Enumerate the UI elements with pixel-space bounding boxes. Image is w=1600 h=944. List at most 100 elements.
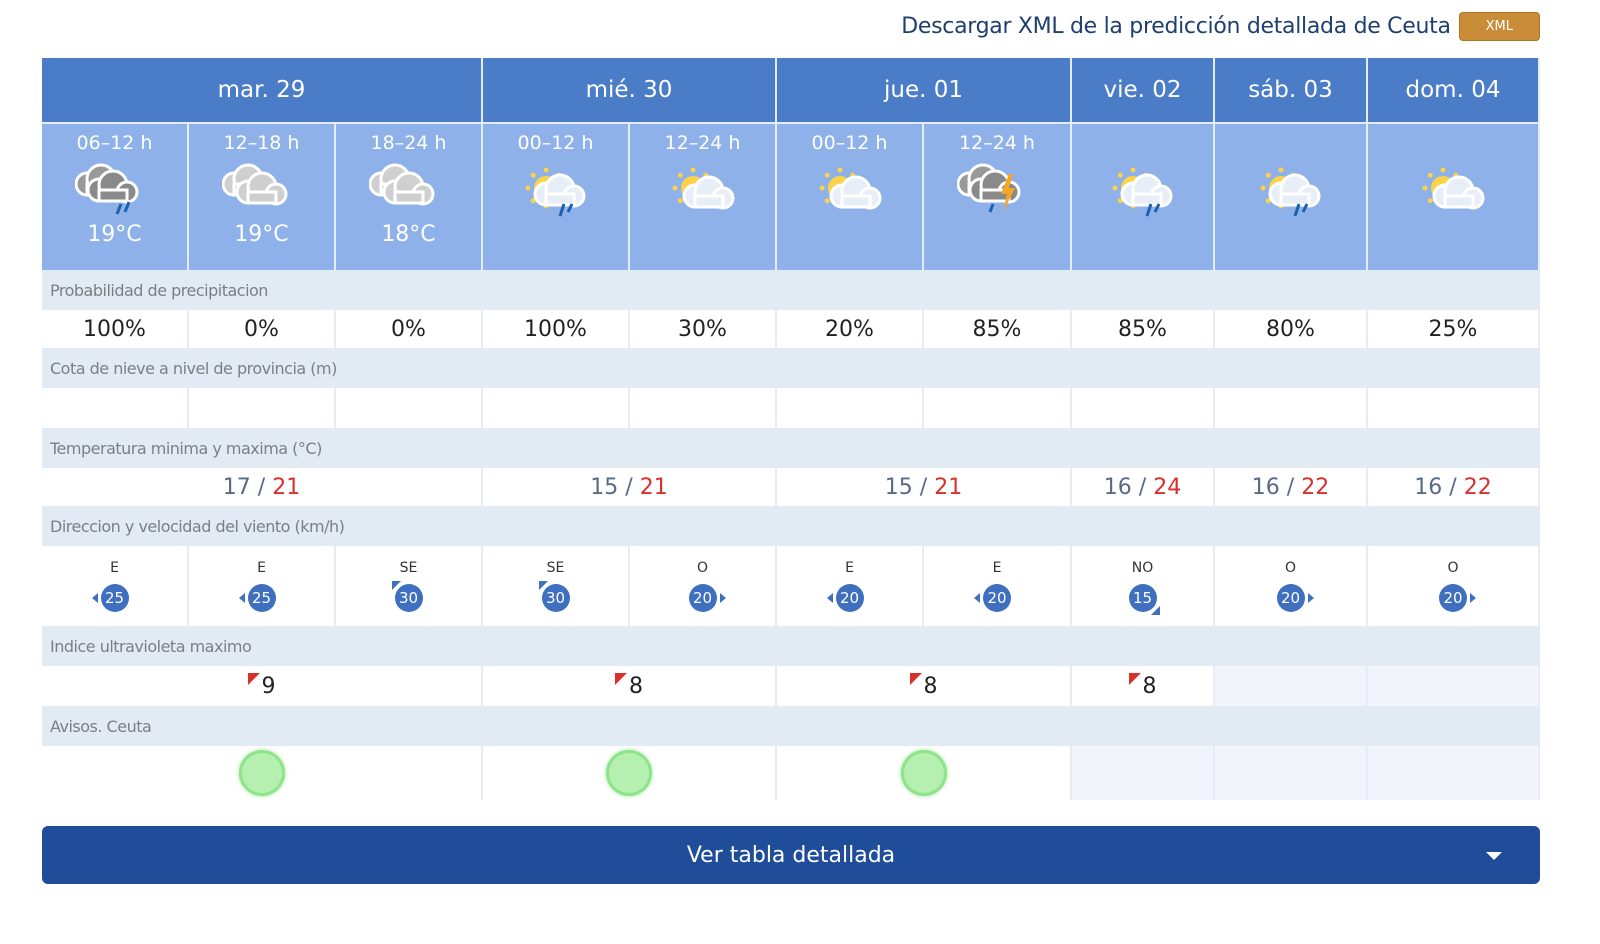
- uv-flag-icon: [1128, 673, 1141, 685]
- storm-icon: [957, 163, 1021, 213]
- precip-value: 25%: [1368, 310, 1540, 348]
- wind-direction: E: [110, 560, 119, 576]
- day-header: vie. 02: [1072, 58, 1215, 122]
- warning-cell: [483, 746, 777, 800]
- wind-direction: O: [696, 560, 709, 576]
- temp-range: 16 / 24: [1072, 468, 1215, 506]
- wind-speed: 20: [1280, 589, 1301, 607]
- precip-value: 100%: [42, 310, 189, 348]
- snow-value: [189, 388, 336, 428]
- day-header: sáb. 03: [1215, 58, 1368, 122]
- period-time: 12–24 h: [959, 132, 1035, 154]
- precip-value: 100%: [483, 310, 630, 348]
- wind-direction: SE: [399, 560, 418, 576]
- cloudy-icon: [368, 163, 434, 206]
- warning-cell: [42, 746, 483, 800]
- wind-arrow-icon: [1470, 593, 1476, 603]
- wind-speed: 20: [692, 589, 713, 607]
- temp-min: 16: [1251, 474, 1280, 500]
- period-time: 12–18 h: [223, 132, 300, 154]
- xml-button[interactable]: XML: [1458, 12, 1540, 41]
- uv-value: 8: [1142, 673, 1157, 699]
- precip-value: 20%: [777, 310, 924, 348]
- wind-arrow-icon: [826, 593, 833, 603]
- warning-cell: [1072, 746, 1215, 800]
- warning-cell: [1215, 746, 1368, 800]
- warning-green-icon[interactable]: [606, 750, 652, 796]
- wind-speed-badge: 30: [538, 581, 570, 612]
- precip-value: 85%: [1072, 310, 1215, 348]
- temp-max: 21: [272, 474, 301, 500]
- snow-value: [630, 388, 777, 428]
- wind-speed: 20: [1443, 589, 1463, 607]
- temp-range: 17 / 21: [42, 468, 483, 506]
- wind-cell: E 25: [189, 546, 336, 626]
- period-cell: 12–24 h: [630, 122, 777, 270]
- wind-cell: O 20: [1215, 546, 1368, 626]
- sun-cloud-rain-icon: [525, 167, 585, 217]
- wind-direction: E: [992, 560, 1002, 576]
- uv-cell: 8: [483, 666, 777, 706]
- uv-value: 9: [261, 673, 276, 699]
- uv-cell: [1215, 666, 1368, 706]
- precip-value: 85%: [924, 310, 1072, 348]
- wind-speed: 20: [987, 589, 1007, 607]
- temp-min: 15: [590, 474, 619, 500]
- uv-cell: 8: [1072, 666, 1215, 706]
- wind-speed-badge: 15: [1128, 584, 1160, 615]
- temp-range: 16 / 22: [1215, 468, 1368, 506]
- wind-speed-badge: 30: [391, 581, 423, 612]
- warning-green-icon[interactable]: [238, 750, 285, 796]
- temp-max: 21: [934, 474, 963, 500]
- snow-value: [336, 388, 483, 428]
- snow-value: [42, 388, 189, 428]
- wind-cell: O 20: [1368, 546, 1540, 626]
- wind-direction: NO: [1131, 560, 1154, 576]
- temp-min: 16: [1414, 474, 1443, 500]
- wind-speed-badge: 20: [1276, 584, 1314, 612]
- day-header: mar. 29: [42, 58, 483, 122]
- period-time: 00–12 h: [811, 132, 888, 154]
- temp-max: 21: [639, 474, 668, 500]
- warning-green-icon[interactable]: [900, 750, 947, 796]
- temp-range: 15 / 21: [483, 468, 777, 506]
- temp-min: 16: [1103, 474, 1132, 500]
- wind-cell: NO 15: [1072, 546, 1215, 626]
- cloudy-icon: [221, 163, 287, 206]
- detailed-table-button[interactable]: Ver tabla detallada: [42, 826, 1540, 884]
- temp-range: 16 / 22: [1368, 468, 1540, 506]
- wind-cell: SE 30: [336, 546, 483, 626]
- snow-value: [1215, 388, 1368, 428]
- period-time: 00–12 h: [517, 132, 594, 154]
- snow-value: [924, 388, 1072, 428]
- wind-speed: 25: [251, 589, 272, 607]
- detailed-table-label: Ver tabla detallada: [686, 842, 896, 868]
- temp-range: 15 / 21: [777, 468, 1072, 506]
- wind-speed-badge: 20: [826, 584, 864, 612]
- day-header: mié. 30: [483, 58, 777, 122]
- wind-arrow-icon: [974, 593, 980, 603]
- wind-direction: E: [257, 560, 266, 576]
- uv-value: 8: [923, 673, 938, 699]
- snow-label: Cota de nieve a nivel de provincia (m): [42, 348, 1540, 388]
- temp-max: 24: [1153, 474, 1182, 500]
- wind-speed-badge: 20: [974, 584, 1011, 612]
- cloud-rain-dark-icon: [74, 163, 138, 215]
- snow-value: [1072, 388, 1215, 428]
- uv-cell: 9: [42, 666, 483, 706]
- uv-flag-icon: [247, 673, 260, 685]
- xml-download-link[interactable]: Descargar XML de la predicción detallada…: [901, 14, 1451, 39]
- warning-cell: [777, 746, 1072, 800]
- temp-min: 17: [222, 474, 251, 500]
- period-time: 12–24 h: [664, 132, 741, 154]
- wind-speed-badge: 25: [91, 584, 129, 612]
- wind-cell: E 20: [924, 546, 1072, 626]
- wind-cell: O 20: [630, 546, 777, 626]
- period-temp: 18°C: [381, 222, 436, 247]
- warning-cell: [1368, 746, 1540, 800]
- wind-direction: O: [1447, 560, 1459, 576]
- period-time: 18–24 h: [370, 132, 447, 154]
- wind-arrow-icon: [719, 593, 726, 603]
- wind-arrow-icon: [538, 581, 548, 590]
- precip-value: 80%: [1215, 310, 1368, 348]
